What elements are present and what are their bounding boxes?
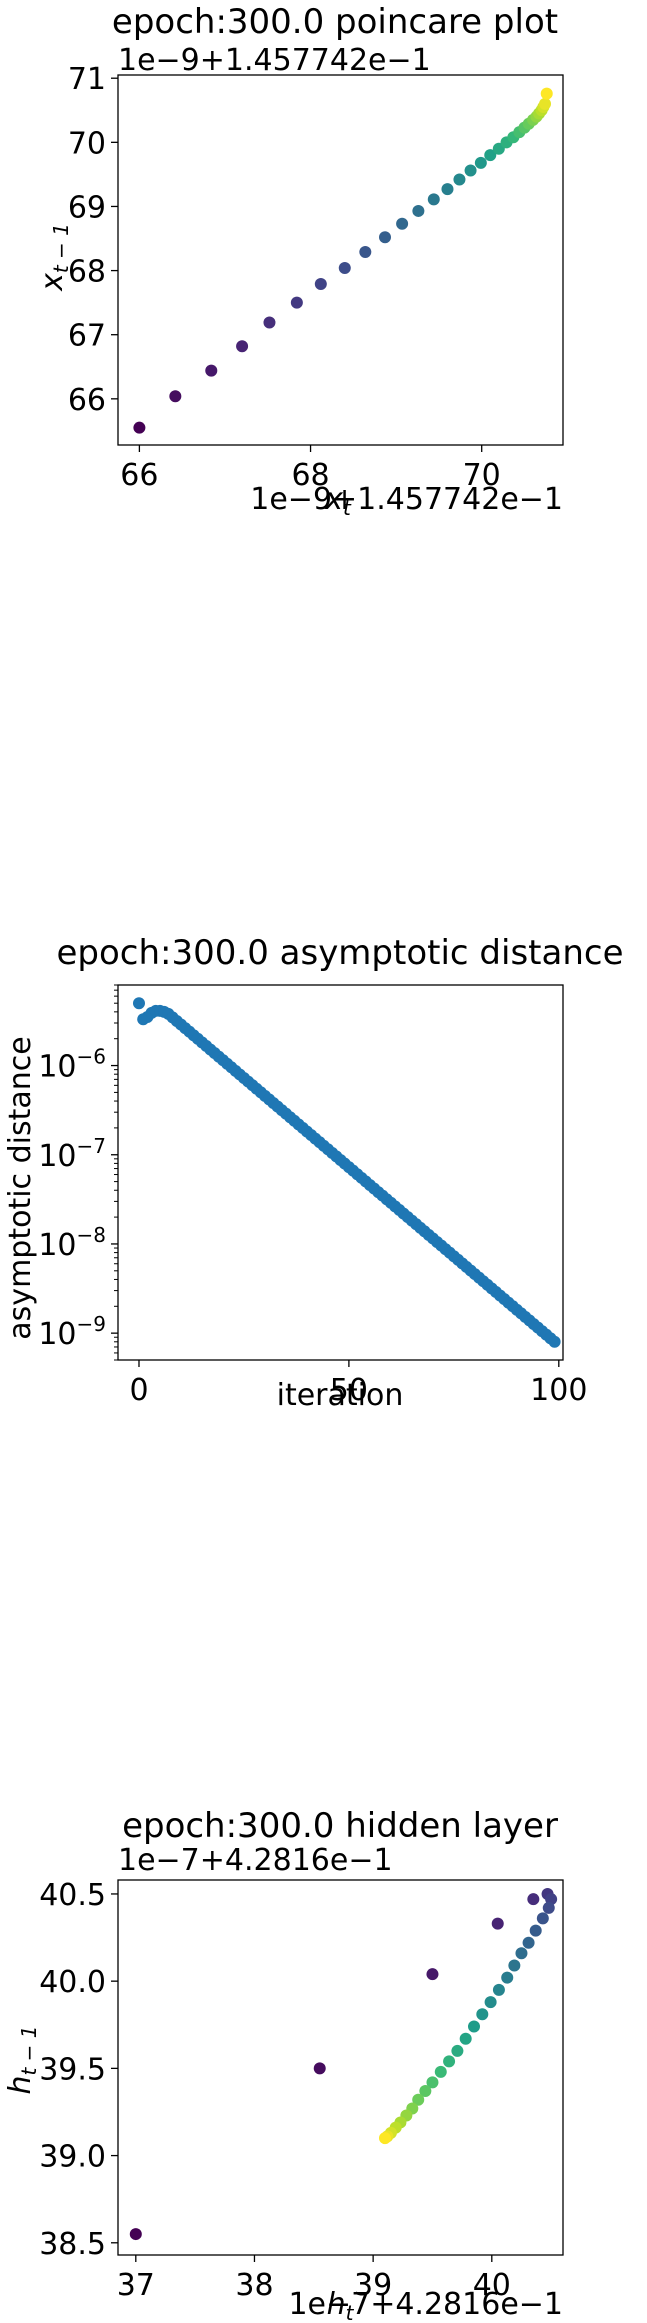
poincare-plot-y-tick-label: 70 xyxy=(68,126,106,161)
poincare-plot-point xyxy=(379,231,391,244)
poincare-plot-point xyxy=(396,217,409,230)
hidden-layer-point xyxy=(313,2062,326,2075)
asymptotic-distance-point xyxy=(132,997,145,1010)
poincare-plot-point xyxy=(169,390,182,403)
hidden-layer-point xyxy=(492,1983,505,1996)
hidden-layer-ylabel: ht − 1 xyxy=(3,2025,41,2094)
hidden-layer-point xyxy=(501,1971,514,1984)
poincare-plot-y-tick-label: 69 xyxy=(68,190,106,225)
hidden-layer-y-tick-label: 38.5 xyxy=(39,2227,106,2262)
hidden-layer-point xyxy=(129,2228,142,2241)
poincare-plot-point xyxy=(427,193,440,206)
hidden-layer-point xyxy=(412,2093,425,2106)
hidden-layer-point xyxy=(491,1917,504,1930)
poincare-plot-point xyxy=(133,421,146,434)
asymptotic-distance-axes-frame xyxy=(117,984,564,1361)
asymptotic-distance-x-tick-label: 0 xyxy=(129,1373,148,1408)
hidden-layer-chart: epoch:300.0 hidden layer 1e−7+4.2816e−1 … xyxy=(3,1806,564,2323)
hidden-layer-point xyxy=(508,1959,521,1972)
poincare-plot-y-tick-label: 68 xyxy=(68,255,106,290)
hidden-layer-x-offset-label: 1e−7+4.2816e−1 xyxy=(288,2287,563,2322)
hidden-layer-point xyxy=(443,2055,456,2068)
hidden-layer-y-tick-label: 39.0 xyxy=(39,2140,106,2175)
poincare-plot-axes-frame xyxy=(117,74,564,446)
hidden-layer-x-tick-label: 40 xyxy=(473,2268,511,2303)
poincare-plot-point xyxy=(263,316,276,329)
poincare-plot-chart: epoch:300.0 poincare plot 1e−9+1.457742e… xyxy=(35,2,564,520)
poincare-plot-point xyxy=(539,97,552,110)
hidden-layer-x-tick-label: 39 xyxy=(354,2268,392,2303)
poincare-plot-point xyxy=(314,278,327,291)
poincare-plot-title: epoch:300.0 poincare plot xyxy=(112,2,558,42)
hidden-layer-y-tick-label: 39.5 xyxy=(39,2052,106,2087)
asymptotic-distance-point xyxy=(548,1335,561,1348)
hidden-layer-point xyxy=(522,1936,535,1949)
asymptotic-distance-y-tick-label: 10−8 xyxy=(38,1223,106,1263)
hidden-layer-point xyxy=(419,2085,432,2098)
asymptotic-distance-y-tick-label: 10−9 xyxy=(38,1312,106,1352)
poincare-plot-point xyxy=(338,262,351,275)
hidden-layer-point xyxy=(536,1912,549,1925)
poincare-plot-point xyxy=(236,340,249,353)
hidden-layer-title: epoch:300.0 hidden layer xyxy=(122,1806,558,1846)
hidden-layer-point xyxy=(515,1947,528,1960)
hidden-layer-point xyxy=(379,2132,391,2145)
poincare-plot-point xyxy=(359,245,372,258)
poincare-plot-point xyxy=(484,149,497,162)
poincare-plot-x-offset-label: 1e−9+1.457742e−1 xyxy=(250,482,563,517)
poincare-plot-point xyxy=(453,173,466,186)
poincare-plot-y-tick-label: 71 xyxy=(68,62,106,97)
poincare-plot-y-tick-label: 66 xyxy=(68,383,106,418)
hidden-layer-point xyxy=(451,2044,464,2057)
poincare-plot-x-tick-label: 66 xyxy=(120,458,158,493)
hidden-layer-plot-area: 37 38 39 40 38.5 39.0 39.5 40.0 40.5 xyxy=(39,1878,564,2303)
poincare-plot-point xyxy=(441,183,454,196)
poincare-plot-x-tick-label: 70 xyxy=(463,458,501,493)
asymptotic-distance-x-tick-label: 100 xyxy=(530,1373,587,1408)
hidden-layer-x-tick-label: 37 xyxy=(117,2268,155,2303)
hidden-layer-point xyxy=(529,1924,542,1937)
poincare-plot-point xyxy=(464,164,477,177)
hidden-layer-y-offset-label: 1e−7+4.2816e−1 xyxy=(118,1843,393,1878)
hidden-layer-point xyxy=(527,1893,540,1906)
asymptotic-distance-plot-area: 0 50 100 10−9 10−8 10−7 10−6 xyxy=(38,984,587,1408)
hidden-layer-point xyxy=(542,1901,555,1914)
poincare-plot-point xyxy=(474,156,487,169)
asymptotic-distance-x-tick-label: 50 xyxy=(330,1373,368,1408)
asymptotic-distance-ylabel: asymptotic distance xyxy=(3,1036,38,1339)
asymptotic-distance-title: epoch:300.0 asymptotic distance xyxy=(57,933,624,973)
hidden-layer-point xyxy=(426,1968,439,1981)
hidden-layer-x-tick-label: 38 xyxy=(235,2268,273,2303)
poincare-plot-point xyxy=(290,296,303,309)
asymptotic-distance-xlabel: iteration xyxy=(277,1378,404,1413)
poincare-plot-x-tick-label: 68 xyxy=(291,458,329,493)
asymptotic-distance-chart: epoch:300.0 asymptotic distance iteratio… xyxy=(3,933,624,1413)
poincare-plot-point xyxy=(412,204,425,217)
poincare-plot-y-offset-label: 1e−9+1.457742e−1 xyxy=(118,43,431,78)
asymptotic-distance-y-tick-label: 10−6 xyxy=(38,1045,106,1085)
hidden-layer-point xyxy=(426,2076,439,2089)
poincare-plot-point xyxy=(540,87,553,100)
poincare-plot-y-tick-label: 67 xyxy=(68,319,106,354)
hidden-layer-point xyxy=(434,2065,447,2078)
hidden-layer-point xyxy=(459,2032,472,2045)
hidden-layer-point xyxy=(468,2020,480,2033)
poincare-plot-area: 66 68 70 66 67 68 69 70 71 xyxy=(68,62,564,493)
asymptotic-distance-y-tick-label: 10−7 xyxy=(38,1134,106,1174)
hidden-layer-point xyxy=(484,1996,497,2009)
hidden-layer-y-tick-label: 40.5 xyxy=(39,1878,106,1913)
hidden-layer-axes-frame xyxy=(117,1879,564,2256)
poincare-plot-point xyxy=(205,364,218,377)
hidden-layer-y-tick-label: 40.0 xyxy=(39,1965,106,2000)
hidden-layer-point xyxy=(476,2008,489,2021)
